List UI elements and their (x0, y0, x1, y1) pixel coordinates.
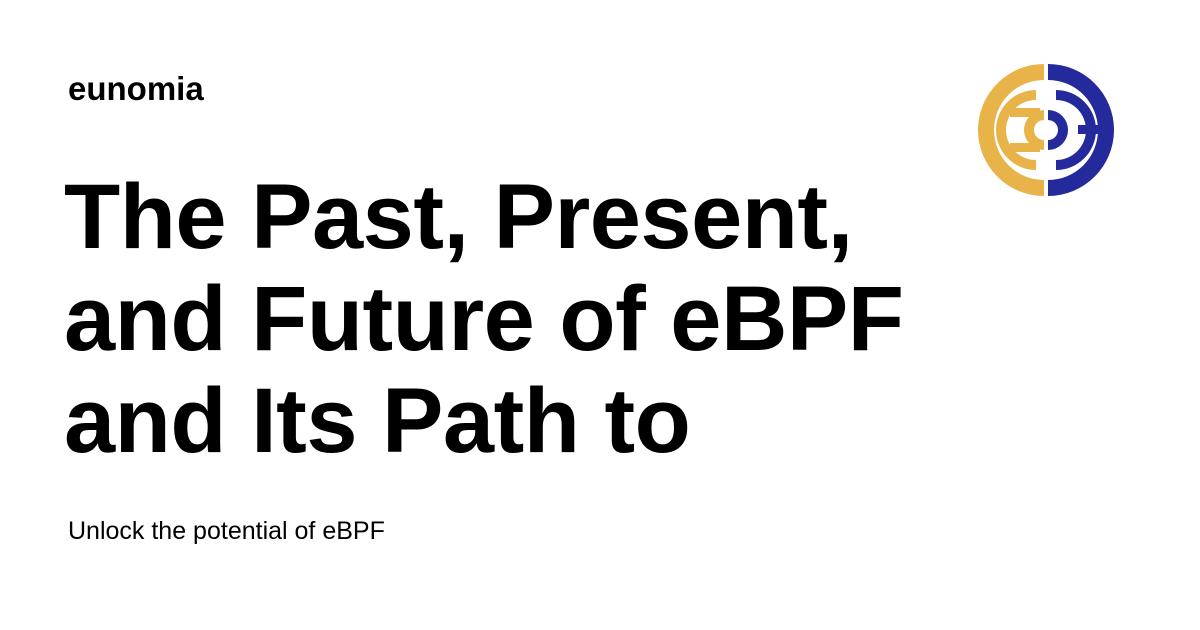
article-title: The Past, Present, and Future of eBPF an… (64, 166, 924, 472)
article-title-line-3: and Its Path to (64, 370, 691, 472)
logo-navy-ring (1048, 110, 1068, 150)
logo-navy-inner-arc (1056, 90, 1096, 170)
article-title-line-1: The Past, Present, (64, 166, 853, 268)
logo-gold-bar-top (1010, 108, 1040, 117)
logo-gold-outer-arc (978, 64, 1044, 196)
logo-gold-bar-bottom (1010, 143, 1040, 152)
logo-navy-bar (1078, 125, 1106, 134)
logo-gold-inner-arc (996, 90, 1036, 170)
logo-gold-ring (1024, 110, 1044, 150)
site-name: eunomia (68, 70, 204, 107)
article-title-line-2: and Future of eBPF (64, 268, 904, 370)
logo-navy-outer-arc (1048, 64, 1114, 196)
article-subtitle: Unlock the potential of eBPF (68, 517, 385, 545)
eunomia-logo-icon (978, 64, 1114, 196)
